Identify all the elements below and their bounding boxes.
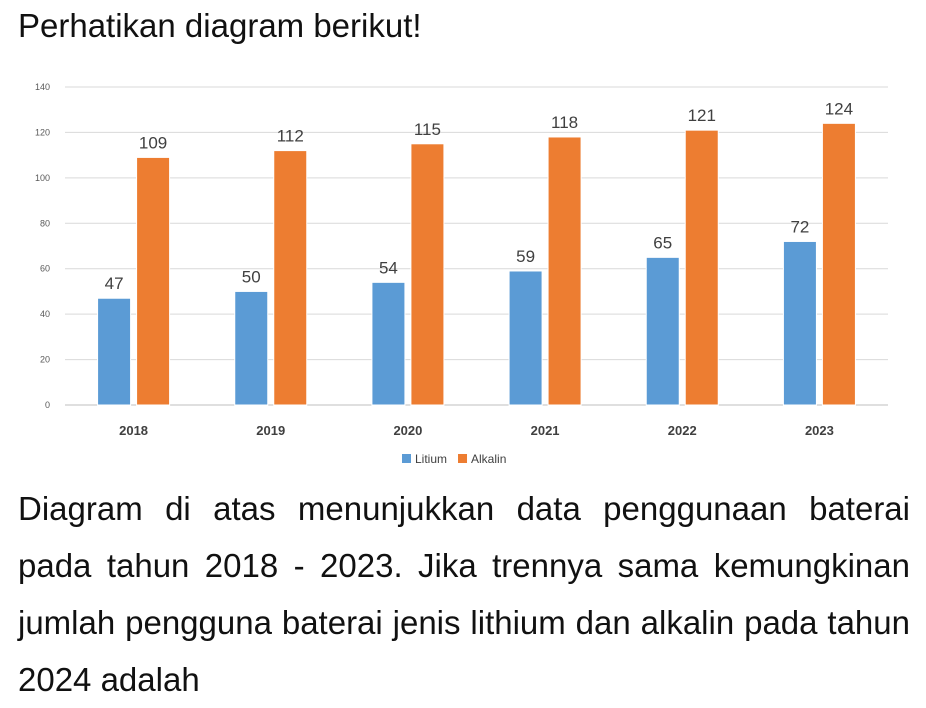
- x-tick-label: 2018: [119, 423, 148, 438]
- bar-alkalin: [136, 156, 171, 406]
- bar-alkalin: [684, 129, 719, 406]
- bar-alkalin: [273, 150, 308, 406]
- bar-litium: [645, 256, 680, 406]
- y-tick-label: 100: [35, 173, 50, 183]
- legend-label-alkalin: Alkalin: [471, 452, 506, 466]
- y-tick-label: 140: [35, 82, 50, 92]
- data-label: 59: [516, 247, 535, 266]
- y-tick-label: 0: [45, 400, 50, 410]
- data-label: 124: [825, 99, 853, 118]
- bar-litium: [508, 270, 543, 406]
- chart-legend: Litium Alkalin: [402, 452, 506, 466]
- data-label: 118: [551, 113, 578, 132]
- y-tick-label: 20: [40, 355, 50, 365]
- y-axis-tick-labels: 0 20 40 60 80 100 120 140: [35, 82, 50, 410]
- data-label: 112: [277, 127, 304, 146]
- legend-label-litium: Litium: [415, 452, 447, 466]
- data-label: 121: [688, 106, 716, 125]
- y-tick-label: 80: [40, 218, 50, 228]
- x-tick-label: 2021: [531, 423, 560, 438]
- data-label: 109: [139, 133, 167, 152]
- bar-litium: [782, 240, 817, 406]
- x-axis-tick-labels: 2018 2019 2020 2021 2022 2023: [119, 423, 834, 438]
- question-text: Diagram di atas menunjukkan data penggun…: [18, 490, 910, 698]
- y-tick-label: 60: [40, 264, 50, 274]
- bar-alkalin: [547, 136, 582, 406]
- bar-alkalin: [821, 122, 856, 406]
- page-heading: Perhatikan diagram berikut!: [18, 7, 422, 44]
- legend-swatch-alkalin: [458, 454, 468, 463]
- y-tick-label: 40: [40, 309, 50, 319]
- bar-litium: [97, 297, 132, 406]
- data-label: 115: [414, 120, 441, 139]
- chart-bars: [97, 122, 856, 406]
- x-tick-label: 2020: [393, 423, 422, 438]
- bar-alkalin: [410, 143, 445, 406]
- data-label: 47: [105, 274, 124, 293]
- data-label: 50: [242, 267, 261, 286]
- bar-litium: [234, 290, 269, 406]
- data-labels: 47 109 50 112 54 115 59 118 65 121 72 124: [105, 99, 853, 293]
- data-label: 54: [379, 258, 398, 277]
- data-label: 72: [790, 217, 809, 236]
- legend-swatch-litium: [402, 454, 411, 463]
- chart-gridlines: [65, 86, 888, 406]
- bar-litium: [371, 281, 406, 406]
- x-tick-label: 2019: [256, 423, 285, 438]
- x-tick-label: 2022: [668, 423, 697, 438]
- y-tick-label: 120: [35, 127, 50, 137]
- x-tick-label: 2023: [805, 423, 834, 438]
- bar-chart: 0 20 40 60 80 100 120 140 47 109 50 112 54 115 59 118 6…: [35, 82, 888, 466]
- data-label: 65: [653, 233, 672, 252]
